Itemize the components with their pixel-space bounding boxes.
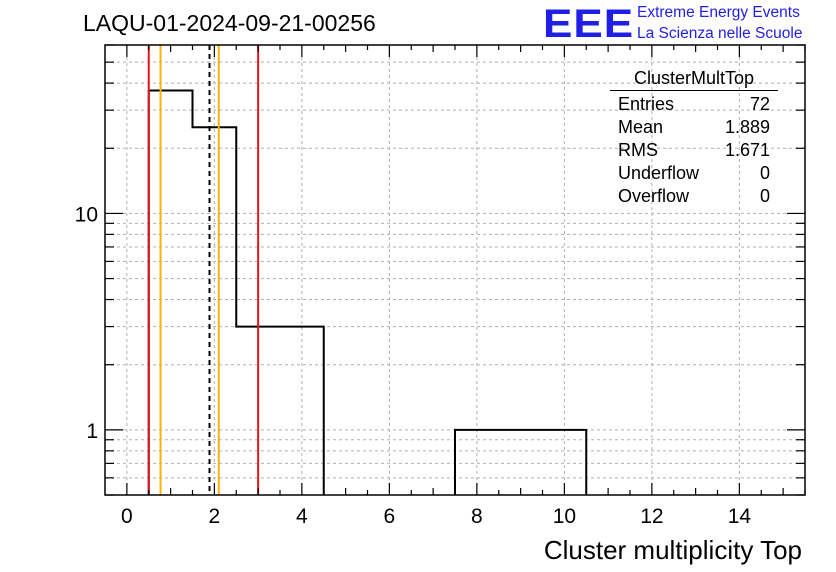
stats-row-underflow: Underflow 0 (610, 162, 778, 185)
logo-line-2: La Scienza nelle Scuole (637, 25, 803, 42)
stats-value: 0 (759, 186, 770, 206)
stats-row-mean: Mean 1.889 (610, 116, 778, 139)
eee-logo: EEE (543, 2, 635, 47)
run-title: LAQU-01-2024-09-21-00256 (83, 10, 376, 36)
x-tick-label: 0 (121, 505, 133, 528)
stats-label: RMS (618, 140, 658, 160)
x-tick-label: 4 (296, 505, 308, 528)
stats-label: Underflow (618, 163, 700, 183)
histogram-outline (147, 89, 588, 495)
x-axis-title: Cluster multiplicity Top (543, 535, 802, 565)
axes-layer: 0 2 4 6 8 10 12 14 1 10 (75, 44, 806, 528)
stats-title: ClusterMultTop (610, 68, 778, 91)
stats-value: 1.889 (724, 117, 770, 137)
x-tick-label: 6 (384, 505, 396, 528)
stats-box: ClusterMultTop Entries 72 Mean 1.889 RMS… (610, 68, 778, 208)
stats-value: 72 (749, 94, 770, 114)
stats-value: 1.671 (724, 140, 770, 160)
stats-label: Overflow (618, 186, 690, 206)
x-tick-label: 14 (728, 505, 752, 528)
logo-line-1: Extreme Energy Events (637, 4, 800, 21)
stats-row-rms: RMS 1.671 (610, 139, 778, 162)
stats-row-entries: Entries 72 (610, 93, 778, 116)
stats-label: Mean (618, 117, 664, 137)
x-tick-label: 12 (640, 505, 663, 528)
y-tick-label: 10 (75, 203, 98, 226)
stats-row-overflow: Overflow 0 (610, 185, 778, 208)
x-tick-label: 2 (209, 505, 221, 528)
stats-label: Entries (618, 94, 675, 114)
y-tick-label: 1 (86, 420, 98, 443)
x-tick-label: 8 (471, 505, 483, 528)
x-tick-label: 10 (553, 505, 576, 528)
histogram-layer (147, 89, 588, 495)
stats-value: 0 (759, 163, 770, 183)
marker-lines-layer (147, 45, 260, 495)
